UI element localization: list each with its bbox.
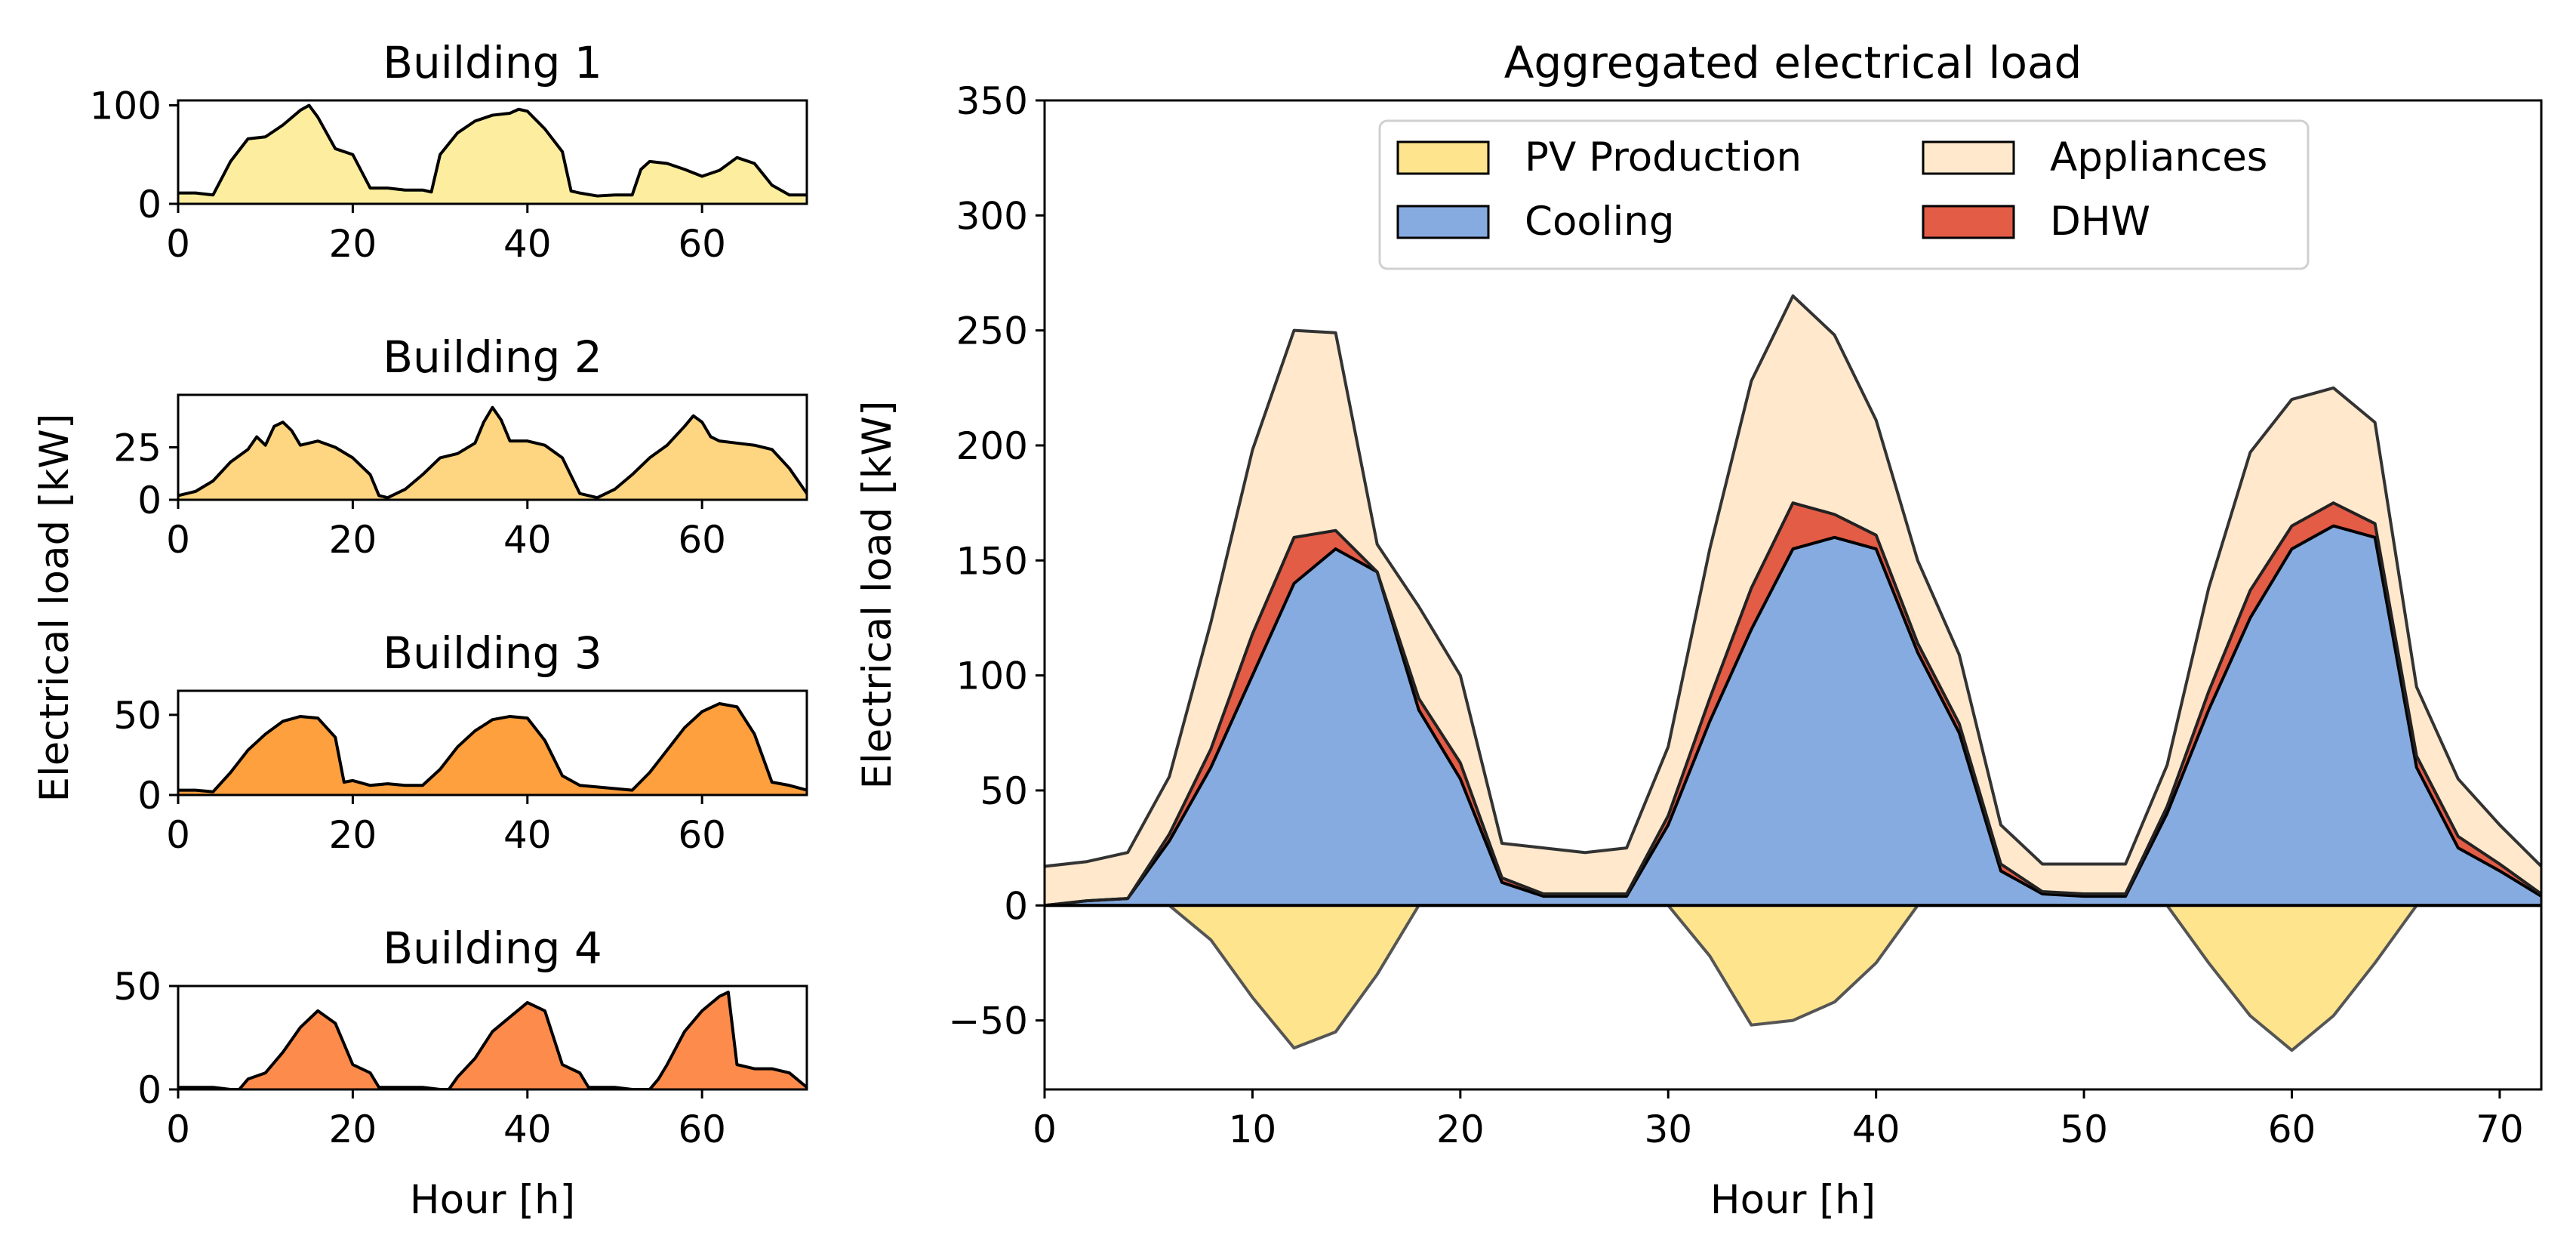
chart-5-y-tick-label: 250 xyxy=(956,310,1028,353)
chart-5-x-axis-label: Hour [h] xyxy=(1710,1177,1876,1223)
legend: PV Production Appliances Cooling DHW xyxy=(1378,119,2310,270)
chart-1-title: Building 1 xyxy=(383,37,602,88)
chart-1-y-tick-label: 100 xyxy=(90,85,162,128)
chart-4-title: Building 4 xyxy=(383,923,602,974)
chart-5-area-pv-production xyxy=(1045,905,2541,1051)
chart-5-line-pv-production xyxy=(1045,904,2541,1052)
chart-3-x-tick-label: 20 xyxy=(329,813,377,857)
chart-5-x-tick-label: 40 xyxy=(1852,1108,1900,1151)
chart-5-x-tick-label: 30 xyxy=(1644,1108,1692,1151)
chart-4-x-tick-label: 0 xyxy=(166,1108,190,1151)
chart-4-x-tick-label: 20 xyxy=(329,1108,377,1151)
chart-4-frame xyxy=(177,984,808,1091)
legend-swatch-appliances xyxy=(1922,140,2015,175)
chart-1-y-tick-label: 0 xyxy=(137,183,162,226)
chart-5-title: Aggregated electrical load xyxy=(1504,37,2082,88)
chart-3-area xyxy=(178,703,807,795)
line-layer xyxy=(178,103,2541,1089)
chart-3-x-tick-label: 0 xyxy=(166,813,190,857)
chart-3-y-tick-label: 50 xyxy=(113,694,162,738)
chart-4-area xyxy=(178,992,807,1089)
chart-2-x-tick-label: 40 xyxy=(503,518,552,562)
chart-2-y-tick-label: 25 xyxy=(113,427,162,470)
chart-1-line xyxy=(178,103,807,198)
chart-5-y-tick-label: 0 xyxy=(1004,884,1028,928)
aggregate-y-axis-label: Electrical load [kW] xyxy=(854,400,900,789)
axes-layer xyxy=(169,99,2543,1098)
chart-1-x-tick-label: 20 xyxy=(329,222,377,266)
text-layer: Electrical load [kW] 0 20 40 600100Building… xyxy=(32,37,2524,1223)
legend-swatch-pv-production xyxy=(1396,140,1490,175)
chart-2-y-tick-label: 0 xyxy=(137,479,162,522)
fill-layer xyxy=(178,105,2541,1089)
chart-3-line xyxy=(178,701,807,793)
chart-5-y-tick-label: 200 xyxy=(956,424,1028,468)
chart-4-y-tick-label: 50 xyxy=(113,965,162,1009)
legend-label-dhw: DHW xyxy=(2050,199,2150,245)
chart-3-x-tick-label: 40 xyxy=(503,813,552,857)
chart-3-frame xyxy=(177,689,808,797)
legend-label-pv-production: PV Production xyxy=(1525,134,1802,180)
chart-5-y-tick-label: −50 xyxy=(948,1000,1028,1043)
chart-1-frame xyxy=(177,99,808,205)
chart-5-y-tick-label: 150 xyxy=(956,539,1028,583)
chart-1-x-tick-label: 40 xyxy=(503,222,552,266)
chart-2-x-tick-label: 60 xyxy=(678,518,726,562)
chart-1-x-tick-label: 0 xyxy=(166,222,190,266)
chart-5-x-tick-label: 70 xyxy=(2476,1108,2524,1151)
legend-swatch-cooling xyxy=(1396,205,1490,239)
legend-label-appliances: Appliances xyxy=(2050,134,2267,180)
legend-frame xyxy=(1378,119,2310,270)
chart-5-x-tick-label: 60 xyxy=(2268,1108,2316,1151)
chart-4-line xyxy=(178,991,807,1089)
chart-2-x-tick-label: 0 xyxy=(166,518,190,562)
chart-5-x-tick-label: 0 xyxy=(1033,1108,1057,1151)
chart-4-x-axis-label: Hour [h] xyxy=(410,1177,575,1223)
chart-1-area xyxy=(178,105,807,204)
chart-5-y-tick-label: 350 xyxy=(956,79,1028,123)
chart-2-line xyxy=(178,405,807,500)
chart-4-x-tick-label: 60 xyxy=(678,1108,726,1151)
chart-1-x-tick-label: 60 xyxy=(678,222,726,266)
legend-label-cooling: Cooling xyxy=(1525,199,1675,245)
chart-2-title: Building 2 xyxy=(383,331,602,383)
chart-5-line-dhw xyxy=(1045,501,2541,907)
chart-3-y-tick-label: 0 xyxy=(137,774,162,818)
chart-5-y-tick-label: 50 xyxy=(980,769,1028,813)
chart-4-y-tick-label: 0 xyxy=(137,1068,162,1112)
chart-5-x-tick-label: 20 xyxy=(1436,1108,1485,1151)
chart-5-y-tick-label: 300 xyxy=(956,194,1028,238)
chart-5-y-tick-label: 100 xyxy=(956,655,1028,698)
chart-5-x-tick-label: 50 xyxy=(2060,1108,2108,1151)
chart-2-x-tick-label: 20 xyxy=(329,518,377,562)
chart-3-x-tick-label: 60 xyxy=(678,813,726,857)
chart-5-line-appliances xyxy=(1045,294,2541,868)
chart-5-area-cooling xyxy=(1045,525,2541,906)
legend-swatch-dhw xyxy=(1922,205,2015,239)
chart-3-title: Building 3 xyxy=(383,627,602,679)
chart-2-area xyxy=(178,407,807,500)
chart-5-area-appliances xyxy=(1045,295,2541,906)
chart-4-x-tick-label: 40 xyxy=(503,1108,552,1151)
chart-5-x-tick-label: 10 xyxy=(1229,1108,1277,1151)
chart-5-line-cooling xyxy=(1045,524,2541,907)
chart-5-frame xyxy=(1043,99,2543,1091)
shared-y-axis-label: Electrical load [kW] xyxy=(32,413,78,802)
